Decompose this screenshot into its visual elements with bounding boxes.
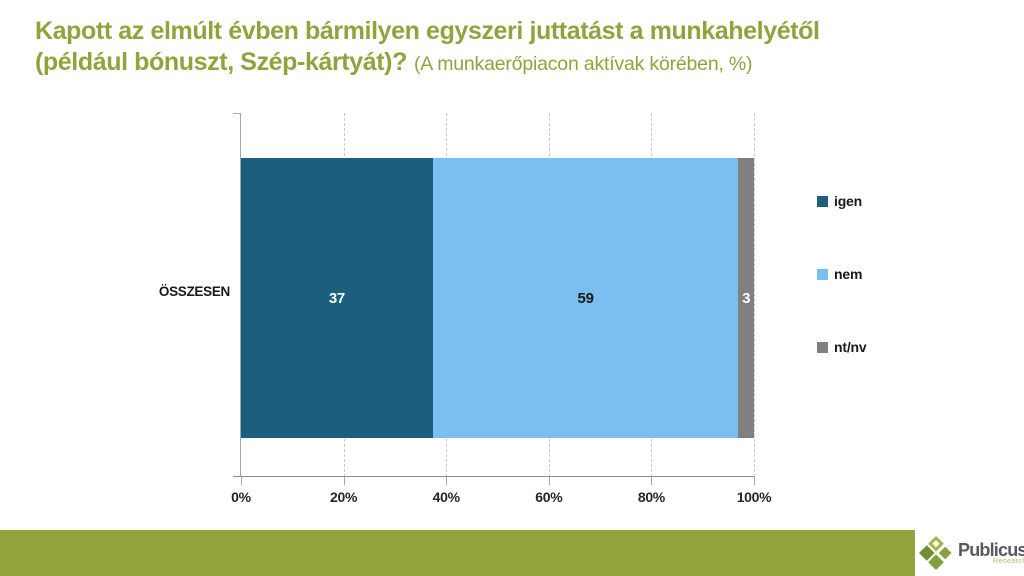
legend-swatch (817, 268, 828, 280)
title-line-1: Kapott az elmúlt évben bármilyen egyszer… (35, 17, 820, 45)
x-axis-tick (343, 477, 345, 485)
x-axis-tick-label: 60% (535, 489, 563, 505)
x-axis-tick (241, 477, 242, 485)
x-axis-tick-label: 80% (637, 489, 665, 505)
publicus-diamond-icon (919, 536, 953, 570)
x-axis-tick-label: 100% (736, 489, 772, 505)
legend-label: nem (834, 266, 863, 282)
bar-segment-nt/nv: 3 (738, 158, 754, 438)
legend-swatch (817, 195, 828, 207)
footer-accent-bar (0, 530, 915, 576)
legend-item-igen: igen (817, 193, 866, 209)
x-axis-tick-label: 40% (432, 489, 460, 505)
gridline (754, 113, 755, 477)
legend-label: nt/nv (834, 339, 867, 355)
bar-value-label: 59 (577, 289, 594, 307)
bar-segment-nem: 59 (432, 158, 739, 438)
x-axis-tick-label: 20% (330, 489, 358, 505)
diamond-right (938, 546, 952, 560)
brand-name: Publicus (958, 540, 1024, 561)
x-axis-line (233, 476, 754, 477)
legend-label: igen (834, 193, 862, 209)
logo-text: Publicus Research (958, 541, 1024, 565)
x-axis-tick (446, 477, 448, 485)
x-axis-tick (548, 477, 550, 485)
publicus-logo: Publicus Research (915, 530, 1024, 576)
chart-subtitle: (A munkaerőpiacon aktívak körében, %) (413, 53, 753, 75)
legend-item-nem: nem (817, 266, 866, 282)
title-line-2: (például bónuszt, Szép-kártyát)? (A munka… (35, 47, 995, 80)
stacked-bar: 37 59 3 (241, 158, 754, 438)
plot-area: 37 59 3 0% 20% 40% 60% 80% 100% (231, 113, 772, 505)
legend-swatch (817, 341, 828, 353)
legend-item-nt/nv: nt/nv (817, 339, 867, 355)
bar-segment-igen: 37 (241, 158, 433, 438)
y-axis-top-tick (233, 113, 241, 114)
chart-title: Kapott az elmúlt évben bármilyen egyszer… (35, 16, 995, 80)
bar-value-label: 3 (742, 289, 751, 307)
title-line-2-bold: (például bónuszt, Szép-kártyát)? (35, 48, 407, 76)
x-axis-tick (651, 477, 653, 485)
x-axis-tick (754, 477, 755, 485)
category-label: ÖSSZESEN (158, 284, 230, 299)
x-axis-tick-label: 0% (231, 489, 251, 505)
bar-value-label: 37 (328, 289, 345, 307)
brand-subname: Research (992, 556, 1024, 566)
legend: igen nem nt/nv (817, 193, 867, 355)
